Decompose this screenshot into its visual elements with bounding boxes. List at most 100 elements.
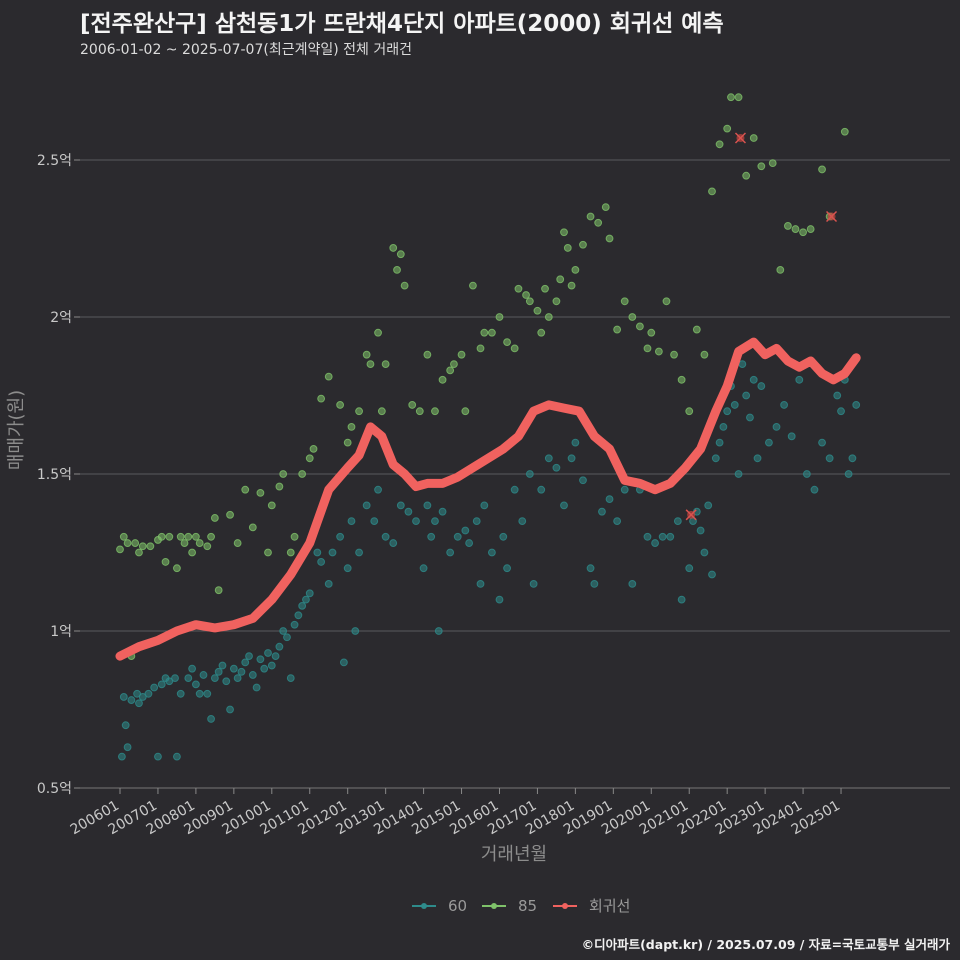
point-60 [191, 680, 200, 689]
outlier-marker [826, 210, 838, 223]
series-85-points [116, 93, 849, 661]
point-85 [510, 344, 519, 353]
point-60 [404, 507, 413, 516]
y-tick-label: 1억 [50, 624, 72, 640]
point-60 [753, 454, 762, 463]
point-60 [362, 501, 371, 510]
point-60 [121, 721, 130, 730]
x-axis-title: 거래년월 [481, 844, 547, 865]
point-60 [544, 454, 553, 463]
point-60 [552, 463, 561, 472]
point-60 [780, 401, 789, 409]
point-60 [480, 501, 489, 510]
point-85 [628, 313, 637, 321]
point-85 [685, 407, 694, 416]
point-60 [757, 382, 766, 390]
point-85 [446, 366, 455, 375]
point-85 [670, 350, 678, 359]
point-85 [525, 297, 534, 306]
point-60 [673, 517, 682, 525]
point-60 [560, 501, 568, 510]
point-85 [533, 306, 542, 315]
point-60 [339, 658, 348, 667]
point-60 [487, 548, 496, 557]
point-60 [787, 432, 796, 441]
point-85 [552, 297, 561, 306]
point-85 [393, 266, 401, 274]
point-60 [510, 485, 519, 494]
y-tick-labels: 0.5억 1억 1.5억 2억 2.5억 [37, 153, 72, 797]
point-85 [286, 548, 295, 557]
point-60 [117, 752, 126, 761]
point-85 [647, 328, 656, 337]
point-85 [601, 203, 610, 212]
point-85 [389, 244, 398, 252]
point-85 [563, 244, 572, 252]
point-85 [374, 328, 382, 337]
point-60 [461, 526, 470, 535]
point-85 [343, 438, 352, 447]
point-60 [472, 517, 481, 525]
point-60 [453, 532, 462, 541]
point-85 [613, 325, 622, 334]
point-60 [738, 360, 747, 369]
point-85 [469, 281, 477, 290]
point-85 [818, 165, 826, 174]
point-85 [123, 539, 132, 547]
outlier-markers [685, 132, 838, 521]
regression-line [115, 337, 861, 661]
point-85 [264, 548, 272, 557]
point-60 [188, 664, 197, 673]
point-85 [480, 328, 489, 337]
point-60 [427, 532, 436, 541]
point-60 [571, 438, 580, 447]
point-85 [840, 127, 849, 136]
point-85 [514, 284, 523, 293]
point-85 [400, 281, 409, 290]
point-60 [499, 532, 508, 541]
point-60 [795, 375, 804, 384]
point-85 [207, 532, 215, 541]
point-60 [135, 699, 143, 708]
point-85 [586, 212, 595, 221]
point-60 [567, 454, 576, 463]
legend-item: 85 [482, 897, 537, 915]
point-60 [465, 539, 474, 547]
y-tick-label: 0.5억 [37, 781, 72, 797]
point-60 [176, 689, 185, 698]
point-60 [279, 627, 288, 635]
point-85 [522, 291, 530, 299]
point-60 [294, 611, 303, 620]
point-60 [529, 580, 538, 588]
point-60 [396, 501, 405, 510]
point-85 [317, 394, 326, 403]
point-60 [765, 438, 773, 447]
point-60 [723, 407, 732, 416]
point-60 [734, 470, 743, 478]
series-60-points [117, 360, 861, 761]
point-85 [408, 401, 417, 409]
point-85 [594, 218, 603, 227]
y-tick-label: 2.5억 [37, 153, 72, 169]
point-60 [802, 470, 811, 478]
point-85 [457, 350, 466, 359]
point-85 [161, 558, 170, 566]
point-60 [267, 661, 276, 670]
point-60 [431, 517, 439, 525]
point-60 [343, 564, 352, 573]
point-85 [138, 542, 147, 551]
point-60 [613, 517, 622, 525]
point-60 [237, 667, 246, 676]
point-85 [256, 488, 265, 497]
point-60 [700, 548, 709, 557]
legend: 60 85 회귀선 [412, 897, 630, 915]
legend-swatch-dot [421, 903, 427, 909]
point-60 [127, 696, 136, 704]
point-60 [658, 532, 667, 541]
point-60 [579, 476, 587, 485]
point-85 [116, 545, 124, 554]
point-60 [620, 485, 629, 494]
point-60 [305, 589, 314, 598]
point-85 [783, 222, 792, 230]
point-85 [476, 344, 485, 353]
